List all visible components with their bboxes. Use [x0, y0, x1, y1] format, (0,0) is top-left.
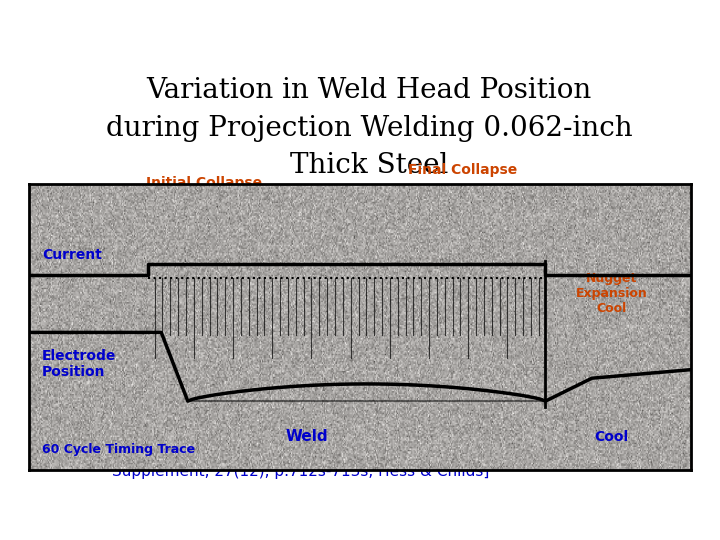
- Text: Nugget
Expansion
Cool: Nugget Expansion Cool: [576, 272, 647, 315]
- Text: Supplement, 27(12), p.712s-713s, Hess & Childs]: Supplement, 27(12), p.712s-713s, Hess & …: [112, 464, 490, 479]
- Text: Electrode
Position: Electrode Position: [42, 349, 117, 379]
- Text: [Reference:  A study of projection welding, Welding Journal Research: [Reference: A study of projection weldin…: [112, 443, 638, 458]
- Text: Weld: Weld: [286, 429, 328, 444]
- Text: Current: Current: [42, 248, 102, 262]
- Text: Initial Collapse: Initial Collapse: [145, 176, 262, 190]
- Text: Variation in Weld Head Position: Variation in Weld Head Position: [146, 77, 592, 104]
- Text: Final Collapse: Final Collapse: [408, 163, 517, 177]
- Text: Cool: Cool: [595, 430, 629, 444]
- Text: Thick Steel: Thick Steel: [290, 152, 448, 179]
- Text: during Projection Welding 0.062-inch: during Projection Welding 0.062-inch: [106, 114, 632, 141]
- Text: 60 Cycle Timing Trace: 60 Cycle Timing Trace: [42, 443, 195, 456]
